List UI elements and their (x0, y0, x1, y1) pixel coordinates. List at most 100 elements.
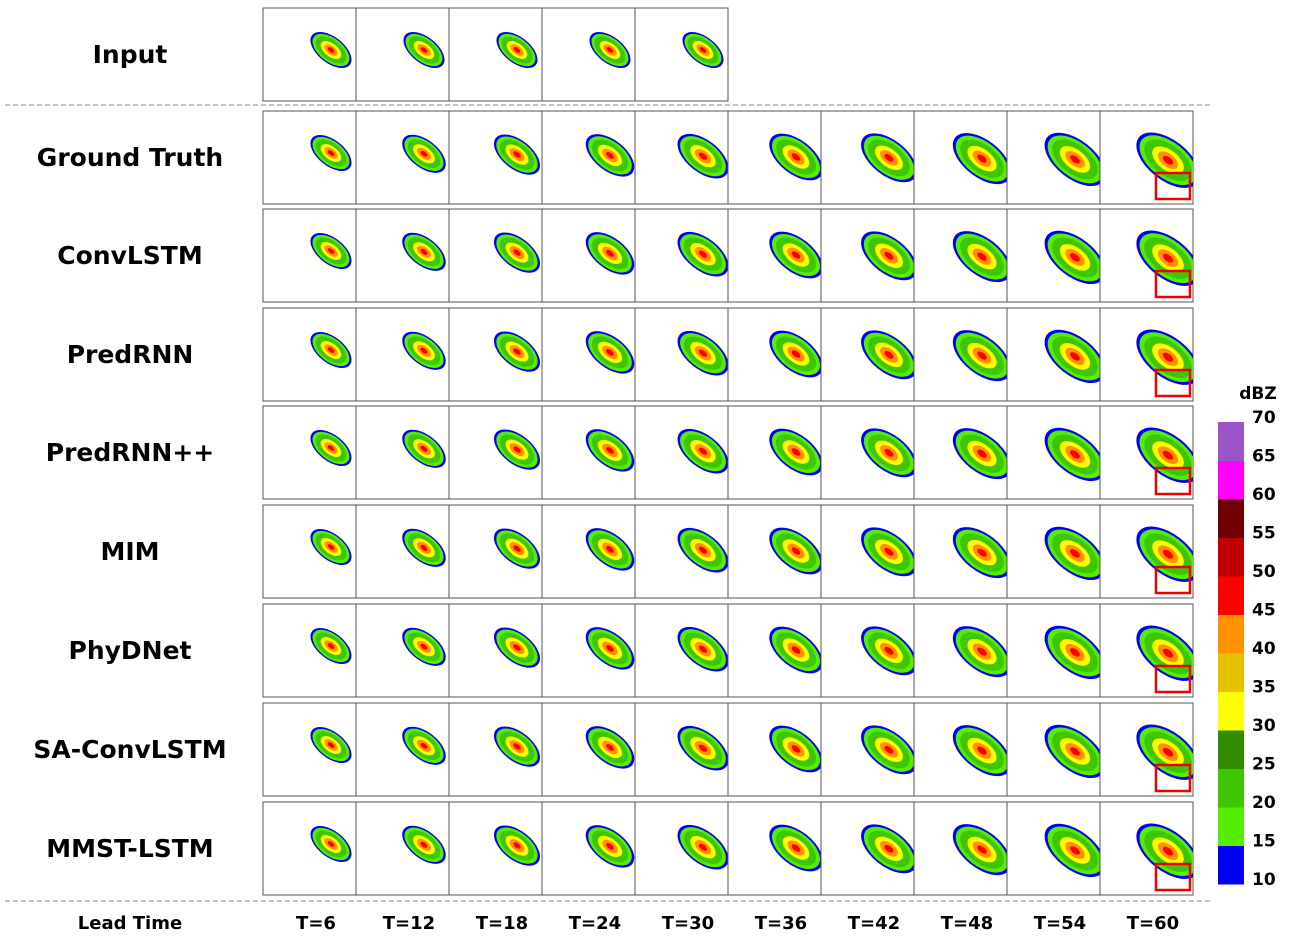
radar-image (861, 725, 914, 775)
radar-image (952, 725, 1007, 777)
col-label: T=60 (1127, 913, 1179, 934)
echo (977, 746, 987, 755)
colorbar-tick-label: 20 (1252, 793, 1276, 813)
highlight-box (1154, 368, 1192, 398)
echo (513, 743, 521, 750)
radar-image (402, 825, 446, 864)
echo (884, 251, 894, 260)
radar-image (402, 528, 446, 567)
echo (977, 449, 987, 458)
colorbar-segment (1218, 653, 1244, 692)
echo (699, 47, 707, 53)
radar-image (310, 430, 352, 466)
radar-image (310, 233, 352, 269)
radar-image (769, 824, 821, 872)
colorbar-segment (1218, 730, 1244, 769)
echo (420, 47, 428, 53)
radar-image (677, 231, 728, 277)
radar-image (952, 330, 1007, 382)
row-label: Input (93, 40, 168, 69)
highlight-box (1154, 862, 1192, 892)
echo (698, 546, 708, 554)
radar-image (493, 726, 541, 767)
radar-image (952, 428, 1007, 480)
echo (420, 150, 428, 157)
echo (791, 251, 801, 259)
echo (513, 348, 521, 355)
row-label: SA-ConvLSTM (33, 735, 226, 764)
echo (791, 547, 801, 555)
colorbar-tick-label: 60 (1252, 485, 1276, 505)
colorbar-tick-label: 30 (1252, 716, 1276, 736)
radar-image (585, 232, 635, 275)
radar-image (677, 725, 728, 771)
echo (606, 152, 614, 159)
echo (884, 646, 894, 655)
row-label: PhyDNet (69, 636, 192, 665)
echo (1070, 155, 1080, 164)
col-label: T=18 (476, 913, 528, 934)
echo (791, 745, 801, 753)
colorbar-tick-label: 45 (1252, 601, 1276, 621)
radar-image (952, 824, 1007, 876)
echo (513, 842, 521, 849)
echo (606, 645, 614, 652)
colorbar-tick-label: 35 (1252, 678, 1276, 698)
radar-image (585, 331, 635, 374)
echo (1162, 846, 1174, 856)
echo (698, 250, 708, 258)
row-label: MIM (100, 537, 159, 566)
echo (791, 844, 801, 852)
radar-image (861, 527, 914, 577)
highlight-box (1154, 171, 1192, 201)
radar-image (1044, 230, 1100, 285)
radar-image (769, 133, 821, 181)
radar-image (677, 330, 728, 376)
radar-image (677, 428, 728, 474)
colorbar-segment (1218, 768, 1244, 808)
radar-image (310, 135, 352, 171)
row-label: PredRNN (67, 340, 194, 369)
echo (977, 647, 987, 656)
echo (698, 843, 708, 851)
echo (1070, 846, 1080, 855)
echo (606, 447, 614, 454)
colorbar-tick-label: 55 (1252, 524, 1276, 544)
corner-label: Lead Time (78, 913, 182, 934)
echo (977, 351, 987, 360)
radar-image (1044, 724, 1100, 779)
echo (1162, 747, 1174, 757)
radar-image (769, 626, 821, 674)
echo (1070, 352, 1080, 361)
echo (791, 153, 801, 161)
echo (1070, 450, 1080, 459)
radar-image (769, 231, 821, 279)
colorbar-segment (1218, 576, 1244, 615)
radar-image (861, 428, 914, 478)
echo (884, 350, 894, 359)
echo (513, 644, 521, 651)
radar-image (769, 527, 821, 575)
echo (327, 544, 335, 550)
radar-image (952, 133, 1007, 185)
radar-image (310, 32, 352, 68)
colorbar-segment (1218, 691, 1244, 731)
radar-image (585, 627, 635, 670)
colorbar-segment (1218, 460, 1244, 500)
highlight-box (1154, 763, 1192, 793)
echo (977, 252, 987, 261)
radar-image (402, 429, 446, 468)
radar-image (402, 134, 446, 173)
echo (977, 154, 987, 163)
echo (513, 151, 521, 158)
echo (791, 350, 801, 358)
radar-image (861, 824, 914, 874)
radar-image (952, 527, 1007, 579)
radar-image (493, 825, 541, 866)
echo (1070, 747, 1080, 756)
echo (420, 544, 428, 551)
echo (420, 643, 428, 650)
echo (884, 153, 894, 162)
echo (327, 248, 335, 254)
radar-image (769, 725, 821, 773)
